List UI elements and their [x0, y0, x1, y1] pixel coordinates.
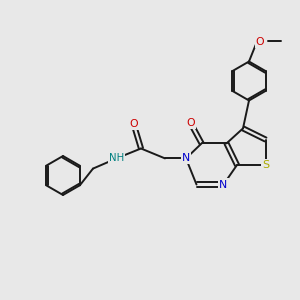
Text: N: N: [219, 179, 228, 190]
Text: NH: NH: [109, 153, 124, 164]
Text: O: O: [186, 118, 195, 128]
Text: O: O: [129, 118, 138, 129]
Text: O: O: [256, 37, 264, 47]
Text: N: N: [182, 153, 190, 164]
Text: S: S: [262, 160, 269, 170]
